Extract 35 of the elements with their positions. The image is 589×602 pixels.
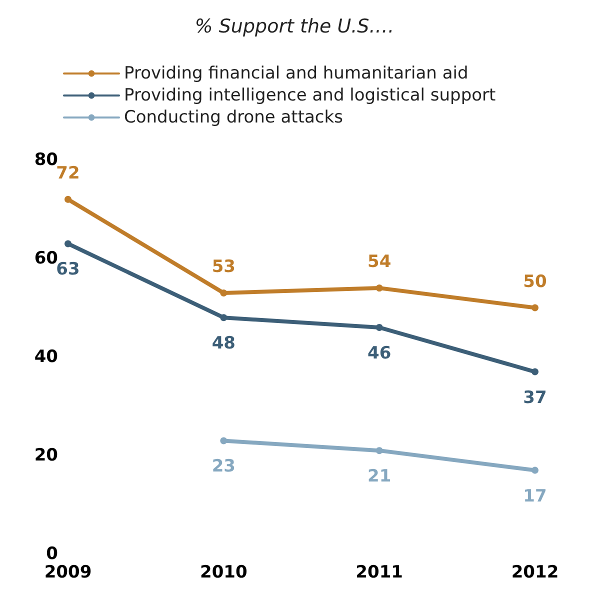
point (220, 437, 228, 444)
data-label: 17 (523, 486, 547, 506)
data-label: 21 (367, 466, 392, 487)
data-label: 37 (523, 388, 547, 408)
point (64, 196, 72, 203)
x-tick-label: 2011 (356, 562, 403, 582)
point (64, 240, 72, 248)
point (532, 368, 538, 376)
data-label: 50 (523, 272, 547, 292)
legend-label: Providing intelligence and logistical support (124, 86, 496, 106)
legend-label: Providing financial and humanitarian aid (124, 64, 468, 84)
data-label: 72 (56, 163, 80, 184)
data-label: 23 (212, 456, 236, 477)
data-label: 53 (212, 256, 236, 277)
x-tick-label: 2009 (44, 562, 92, 582)
y-tick-label: 60 (34, 248, 58, 268)
data-label: 54 (367, 252, 392, 272)
chart-title: % Support the U.S.… (194, 16, 394, 38)
point (376, 324, 383, 331)
y-tick-label: 40 (34, 347, 58, 367)
x-tick-label: 2010 (200, 562, 248, 582)
point (532, 304, 538, 312)
point (376, 284, 383, 292)
legend-label: Conducting drone attacks (124, 108, 344, 128)
y-tick-label: 0 (46, 544, 58, 564)
x-tick-label: 2012 (511, 562, 559, 582)
data-label: 48 (212, 334, 236, 354)
point (376, 447, 383, 454)
data-label: 46 (367, 343, 392, 364)
point (220, 289, 228, 296)
y-tick-label: 20 (34, 446, 58, 466)
point (220, 314, 228, 322)
data-label: 63 (56, 260, 80, 280)
point (532, 466, 538, 474)
y-tick-label: 80 (34, 150, 58, 170)
